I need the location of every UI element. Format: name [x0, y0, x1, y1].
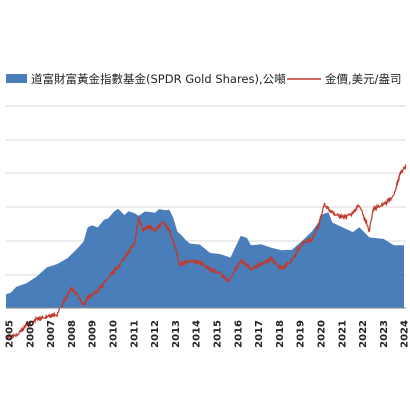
- x-tick-label: 2020: [317, 320, 328, 348]
- area-series-path: [6, 208, 404, 308]
- x-tick-label: 2009: [88, 320, 99, 348]
- x-tick-label: 2021: [337, 320, 348, 348]
- line-series-path: [5, 163, 407, 340]
- x-tick-labels: 2005 2006 2007 2008 2009 2010 2011 2012 2013 2014…: [5, 320, 410, 348]
- x-tick-label: 2024: [400, 320, 410, 348]
- x-tick-label: 2010: [109, 320, 120, 348]
- legend-label-line: 金價,美元/盎司: [325, 72, 402, 86]
- x-tick-label: 2017: [254, 320, 265, 348]
- x-tick-label: 2012: [150, 320, 161, 348]
- x-tick-label: 2022: [358, 320, 369, 348]
- x-tick-label: 2008: [67, 320, 78, 348]
- legend-swatch-area: [6, 74, 27, 83]
- x-tick-label: 2019: [296, 320, 307, 348]
- x-tick-label: 2006: [25, 320, 36, 348]
- x-tick-label: 2005: [5, 320, 16, 348]
- legend-label-area: 道富財富黃金指數基金(SPDR Gold Shares),公噸: [31, 72, 286, 86]
- x-tick-label: 2015: [213, 320, 224, 348]
- x-tick-label: 2014: [192, 320, 203, 348]
- x-tick-label: 2016: [233, 320, 244, 348]
- gold-price-line-series: [5, 163, 407, 340]
- x-tick-label: 2011: [129, 320, 140, 348]
- x-tick-label: 2013: [171, 320, 182, 348]
- x-tick-label: 2018: [275, 320, 286, 348]
- legend: 道富財富黃金指數基金(SPDR Gold Shares),公噸 金價,美元/盎司: [6, 72, 402, 86]
- x-tick-label: 2023: [379, 320, 390, 348]
- x-tick-label: 2007: [46, 320, 57, 348]
- etf-holdings-area-series: [6, 208, 404, 308]
